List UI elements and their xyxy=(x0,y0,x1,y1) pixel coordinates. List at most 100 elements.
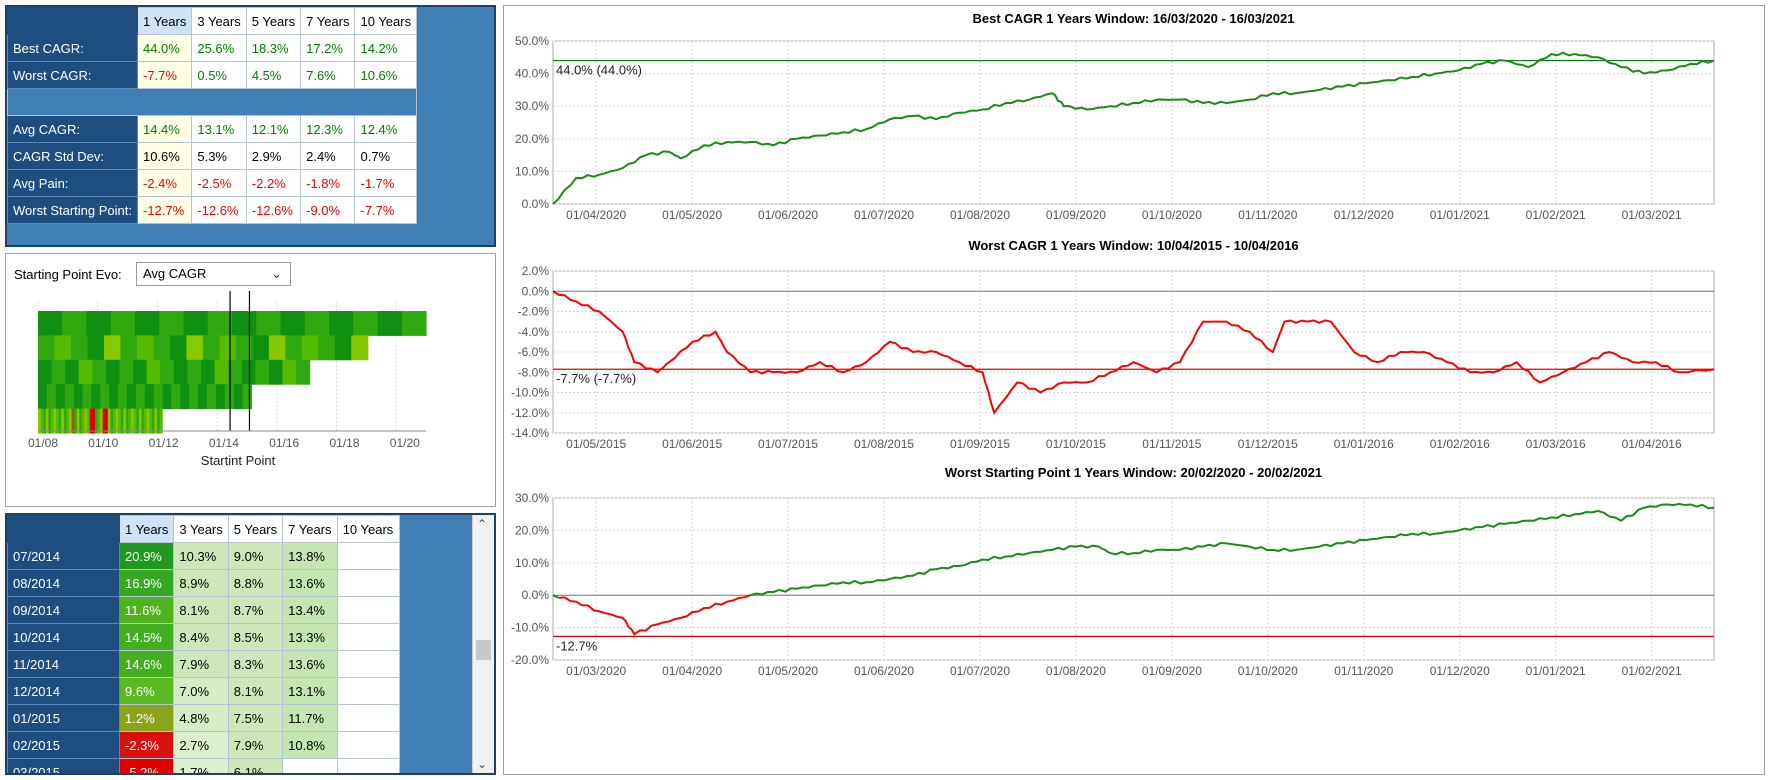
column-header[interactable]: 3 Years xyxy=(191,7,247,35)
summary-cell[interactable]: -1.8% xyxy=(300,169,356,197)
monthly-cell[interactable]: 7.9% xyxy=(173,650,229,678)
monthly-cell[interactable]: 13.1% xyxy=(282,677,338,705)
monthly-cell[interactable]: 14.6% xyxy=(118,650,175,678)
column-header[interactable]: 3 Years xyxy=(173,515,229,543)
summary-cell[interactable]: -2.5% xyxy=(191,169,247,197)
column-header[interactable]: 7 Years xyxy=(300,7,356,35)
monthly-cell[interactable]: 9.0% xyxy=(227,542,284,570)
summary-cell[interactable]: 2.4% xyxy=(300,142,356,170)
monthly-cell[interactable]: 11.7% xyxy=(282,704,338,732)
chevron-down-icon: ⌄ xyxy=(271,266,282,281)
charts-panel: Best CAGR 1 Years Window: 16/03/2020 - 1… xyxy=(503,5,1765,775)
summary-cell[interactable]: 10.6% xyxy=(136,142,193,170)
summary-cell[interactable]: -7.7% xyxy=(136,61,193,89)
summary-cell[interactable]: 14.2% xyxy=(354,34,418,62)
summary-cell[interactable]: -2.2% xyxy=(245,169,302,197)
column-header[interactable]: 1 Years xyxy=(136,7,193,35)
scroll-up-icon[interactable]: ⌃ xyxy=(477,517,488,531)
summary-cell[interactable]: 12.4% xyxy=(354,115,418,143)
monthly-cell[interactable]: 13.8% xyxy=(282,542,338,570)
evo-heat-cell xyxy=(69,408,73,434)
monthly-cell[interactable]: 1.2% xyxy=(118,704,175,732)
monthly-cell[interactable]: 16.9% xyxy=(118,569,175,597)
evo-metric-select[interactable]: Avg CAGR ⌄ xyxy=(136,262,291,286)
monthly-cell[interactable]: 14.5% xyxy=(118,623,175,651)
monthly-cell[interactable] xyxy=(336,677,400,705)
monthly-cell[interactable] xyxy=(336,569,400,597)
summary-cell[interactable]: 0.7% xyxy=(354,142,418,170)
summary-cell[interactable]: -9.0% xyxy=(300,196,356,224)
summary-cell[interactable]: 13.1% xyxy=(191,115,247,143)
monthly-cell[interactable] xyxy=(336,704,400,732)
x-tick-label: 01/07/2020 xyxy=(854,208,914,222)
monthly-cell[interactable]: 8.8% xyxy=(227,569,284,597)
monthly-cell[interactable]: 8.4% xyxy=(173,623,229,651)
monthly-cell[interactable]: 8.9% xyxy=(173,569,229,597)
monthly-cell[interactable]: 4.8% xyxy=(173,704,229,732)
summary-cell[interactable]: 18.3% xyxy=(245,34,302,62)
column-header[interactable]: 5 Years xyxy=(245,7,302,35)
monthly-cell[interactable] xyxy=(336,596,400,624)
evo-heat-cell xyxy=(133,408,137,434)
monthly-cell[interactable] xyxy=(336,758,400,773)
summary-cell[interactable]: 2.9% xyxy=(245,142,302,170)
monthly-cell[interactable]: 10.3% xyxy=(173,542,229,570)
monthly-cell[interactable]: 13.6% xyxy=(282,650,338,678)
monthly-cell[interactable]: 8.1% xyxy=(227,677,284,705)
scroll-thumb[interactable] xyxy=(476,640,491,660)
summary-cell[interactable]: -12.7% xyxy=(136,196,193,224)
monthly-cell[interactable]: 8.3% xyxy=(227,650,284,678)
monthly-cell[interactable] xyxy=(336,650,400,678)
column-header[interactable]: 7 Years xyxy=(282,515,338,543)
summary-cell[interactable]: 14.4% xyxy=(136,115,193,143)
monthly-cell[interactable]: 13.4% xyxy=(282,596,338,624)
summary-cell[interactable]: 44.0% xyxy=(136,34,193,62)
monthly-cell[interactable]: 20.9% xyxy=(118,542,175,570)
summary-cell[interactable]: -1.7% xyxy=(354,169,418,197)
monthly-cell[interactable]: 8.5% xyxy=(227,623,284,651)
summary-cell[interactable]: 0.5% xyxy=(191,61,247,89)
summary-cell[interactable]: -12.6% xyxy=(245,196,302,224)
monthly-cell[interactable] xyxy=(336,542,400,570)
monthly-cell[interactable]: 8.1% xyxy=(173,596,229,624)
evo-heat-cell xyxy=(215,384,226,410)
column-header[interactable]: 5 Years xyxy=(227,515,284,543)
summary-cell[interactable]: -7.7% xyxy=(354,196,418,224)
monthly-cell[interactable] xyxy=(336,731,400,759)
summary-cell[interactable]: 12.1% xyxy=(245,115,302,143)
summary-cell[interactable]: 5.3% xyxy=(191,142,247,170)
monthly-cell[interactable] xyxy=(336,623,400,651)
summary-cell[interactable]: 10.6% xyxy=(354,61,418,89)
monthly-cell[interactable]: 13.3% xyxy=(282,623,338,651)
summary-cell[interactable]: 25.6% xyxy=(191,34,247,62)
summary-cell[interactable]: -2.4% xyxy=(136,169,193,197)
evo-heat-cell xyxy=(46,384,57,410)
summary-cell[interactable]: 4.5% xyxy=(245,61,302,89)
summary-cell[interactable]: 17.2% xyxy=(300,34,356,62)
monthly-cell[interactable] xyxy=(282,758,338,773)
monthly-cell[interactable]: 8.7% xyxy=(227,596,284,624)
monthly-cell[interactable]: 2.7% xyxy=(173,731,229,759)
monthly-scrollbar[interactable]: ⌃ ⌄ xyxy=(472,515,494,773)
monthly-cell[interactable]: 9.6% xyxy=(118,677,175,705)
monthly-cell[interactable]: 10.8% xyxy=(282,731,338,759)
column-header[interactable]: 10 Years xyxy=(336,515,400,543)
summary-cell[interactable]: 12.3% xyxy=(300,115,356,143)
monthly-cell[interactable]: 11.6% xyxy=(118,596,175,624)
monthly-cell[interactable]: 1.7% xyxy=(173,758,229,773)
summary-cell[interactable]: -12.6% xyxy=(191,196,247,224)
column-header[interactable]: 1 Years xyxy=(118,515,175,543)
summary-cell[interactable]: 7.6% xyxy=(300,61,356,89)
row-header: CAGR Std Dev: xyxy=(7,142,138,170)
monthly-cell[interactable]: -2.3% xyxy=(118,731,175,759)
scroll-down-icon[interactable]: ⌄ xyxy=(477,757,488,771)
column-header[interactable]: 10 Years xyxy=(354,7,418,35)
monthly-cell[interactable]: 6.1% xyxy=(227,758,284,773)
monthly-cell[interactable]: -5.2% xyxy=(118,758,175,773)
monthly-cell[interactable]: 7.0% xyxy=(173,677,229,705)
evo-heat-cell xyxy=(149,408,153,434)
monthly-cell[interactable]: 7.5% xyxy=(227,704,284,732)
monthly-cell[interactable]: 7.9% xyxy=(227,731,284,759)
monthly-cell[interactable]: 13.6% xyxy=(282,569,338,597)
evo-heat-cell xyxy=(304,311,330,336)
